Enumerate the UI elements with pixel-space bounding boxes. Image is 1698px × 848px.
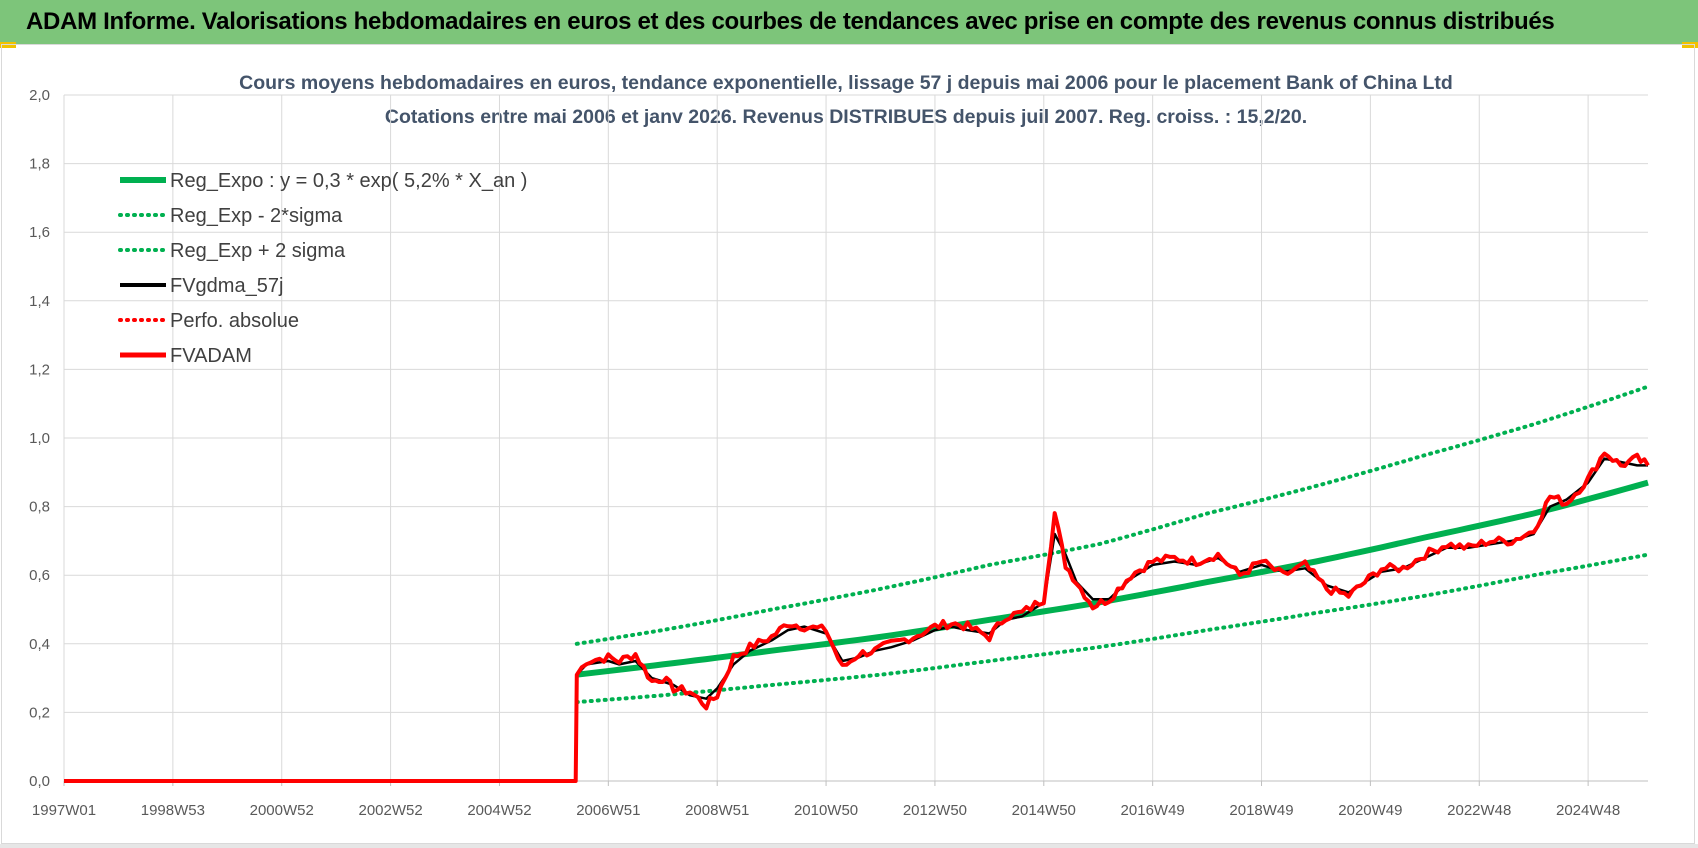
chart-frame — [1, 44, 1695, 844]
y-tick-label: 1,4 — [29, 293, 50, 310]
y-tick-label: 1,6 — [29, 224, 50, 241]
x-tick-label: 2000W52 — [250, 802, 314, 819]
y-tick-label: 2,0 — [29, 87, 50, 104]
x-tick-label: 2020W49 — [1338, 802, 1402, 819]
report-banner: ADAM Informe. Valorisations hebdomadaire… — [0, 0, 1698, 44]
x-axis: 1997W01 1998W53 2000W52 2002W52 2004W52 2006W… — [32, 780, 1648, 819]
x-tick-label: 2006W51 — [576, 802, 640, 819]
x-tick-label: 2022W48 — [1447, 802, 1511, 819]
y-tick-label: 0,6 — [29, 567, 50, 584]
y-tick-label: 0,4 — [29, 636, 50, 653]
legend-label: Perfo. absolue — [170, 310, 299, 332]
legend-label: Reg_Expo : y = 0,3 * exp( 5,2% * X_an ) — [170, 170, 527, 192]
bottom-edge — [0, 844, 1698, 848]
chart-grid — [63, 94, 1648, 782]
legend-label: Reg_Exp + 2 sigma — [170, 240, 346, 262]
x-tick-label: 1998W53 — [141, 802, 205, 819]
x-tick-label: 2016W49 — [1121, 802, 1185, 819]
banner-corner-right — [1682, 42, 1698, 48]
x-tick-label: 2012W50 — [903, 802, 967, 819]
chart-legend: Reg_Expo : y = 0,3 * exp( 5,2% * X_an ) R… — [118, 170, 527, 367]
y-axis: 0,0 0,2 0,4 0,6 0,8 1,0 1,2 1,4 1,6 1,8 2,0 — [29, 87, 50, 790]
legend-label: FVgdma_57j — [170, 275, 283, 297]
y-tick-label: 0,0 — [29, 773, 50, 790]
x-tick-label: 2018W49 — [1229, 802, 1293, 819]
y-tick-label: 0,8 — [29, 499, 50, 516]
y-tick-label: 1,0 — [29, 430, 50, 447]
chart-series — [64, 384, 1650, 783]
report-title: ADAM Informe. Valorisations hebdomadaire… — [26, 8, 1555, 35]
series-line-2 — [574, 384, 1650, 646]
x-tick-label: 2002W52 — [358, 802, 422, 819]
x-tick-label: 2010W50 — [794, 802, 858, 819]
y-tick-label: 0,2 — [29, 704, 50, 721]
chart-subtitle: Cotations entre mai 2006 et janv 2026. R… — [385, 106, 1307, 128]
series-line-5 — [64, 451, 1650, 783]
y-tick-label: 1,2 — [29, 361, 50, 378]
legend-label: Reg_Exp - 2*sigma — [170, 205, 343, 227]
x-tick-label: 2004W52 — [467, 802, 531, 819]
series-line-1 — [574, 552, 1650, 705]
legend-label: FVADAM — [170, 345, 252, 367]
y-tick-label: 1,8 — [29, 156, 50, 173]
banner-corner-left — [0, 42, 16, 48]
x-tick-label: 2014W50 — [1012, 802, 1076, 819]
chart-title: Cours moyens hebdomadaires en euros, ten… — [239, 72, 1453, 94]
x-tick-label: 2024W48 — [1556, 802, 1620, 819]
x-tick-label: 1997W01 — [32, 802, 96, 819]
x-tick-label: 2008W51 — [685, 802, 749, 819]
